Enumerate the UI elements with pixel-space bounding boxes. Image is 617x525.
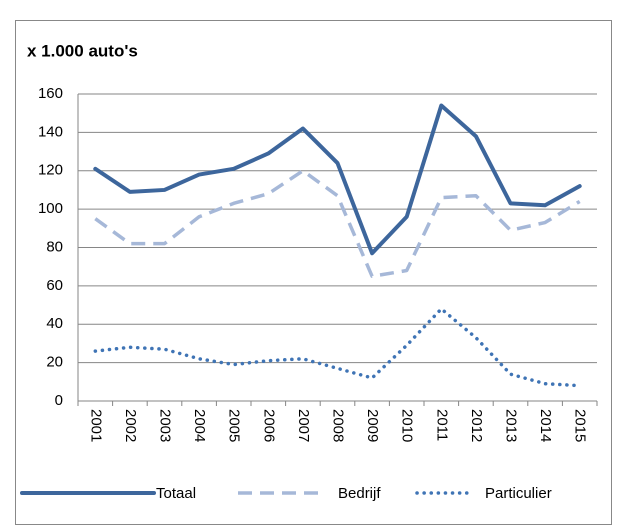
y-tick-label: 160	[38, 85, 63, 102]
x-tick-label: 2006	[260, 409, 277, 442]
y-tick-label: 120	[38, 162, 63, 179]
x-tick-label: 2011	[433, 409, 450, 441]
x-tick-label: 2004	[191, 409, 208, 442]
y-tick-label: 80	[46, 238, 63, 255]
legend-label: Bedrijf	[338, 485, 381, 502]
x-tick-label: 2008	[330, 409, 347, 442]
x-tick-label: 2010	[399, 409, 416, 442]
series-line	[93, 103, 582, 256]
chart-frame	[15, 20, 612, 525]
x-tick-label: 2005	[226, 409, 243, 442]
y-tick-label: 20	[46, 354, 63, 371]
legend-label: Particulier	[485, 485, 552, 502]
chart-title: x 1.000 auto's	[27, 41, 138, 60]
y-tick-label: 140	[38, 123, 63, 140]
x-tick-label: 2015	[572, 409, 589, 442]
y-tick-label: 0	[55, 392, 63, 409]
x-tick-label: 2014	[537, 409, 554, 442]
x-tick-label: 2007	[295, 409, 312, 442]
x-tick-label: 2012	[468, 409, 485, 442]
x-tick-label: 2001	[87, 409, 104, 442]
x-tick-label: 2003	[157, 409, 174, 442]
series-line	[94, 169, 581, 279]
x-tick-label: 2002	[122, 409, 139, 442]
legend-label: Totaal	[156, 485, 196, 502]
y-tick-label: 40	[46, 315, 63, 332]
x-tick-label: 2013	[503, 409, 520, 442]
x-tick-label: 2009	[364, 409, 381, 442]
y-tick-label: 60	[46, 277, 63, 294]
y-tick-label: 100	[38, 200, 63, 217]
